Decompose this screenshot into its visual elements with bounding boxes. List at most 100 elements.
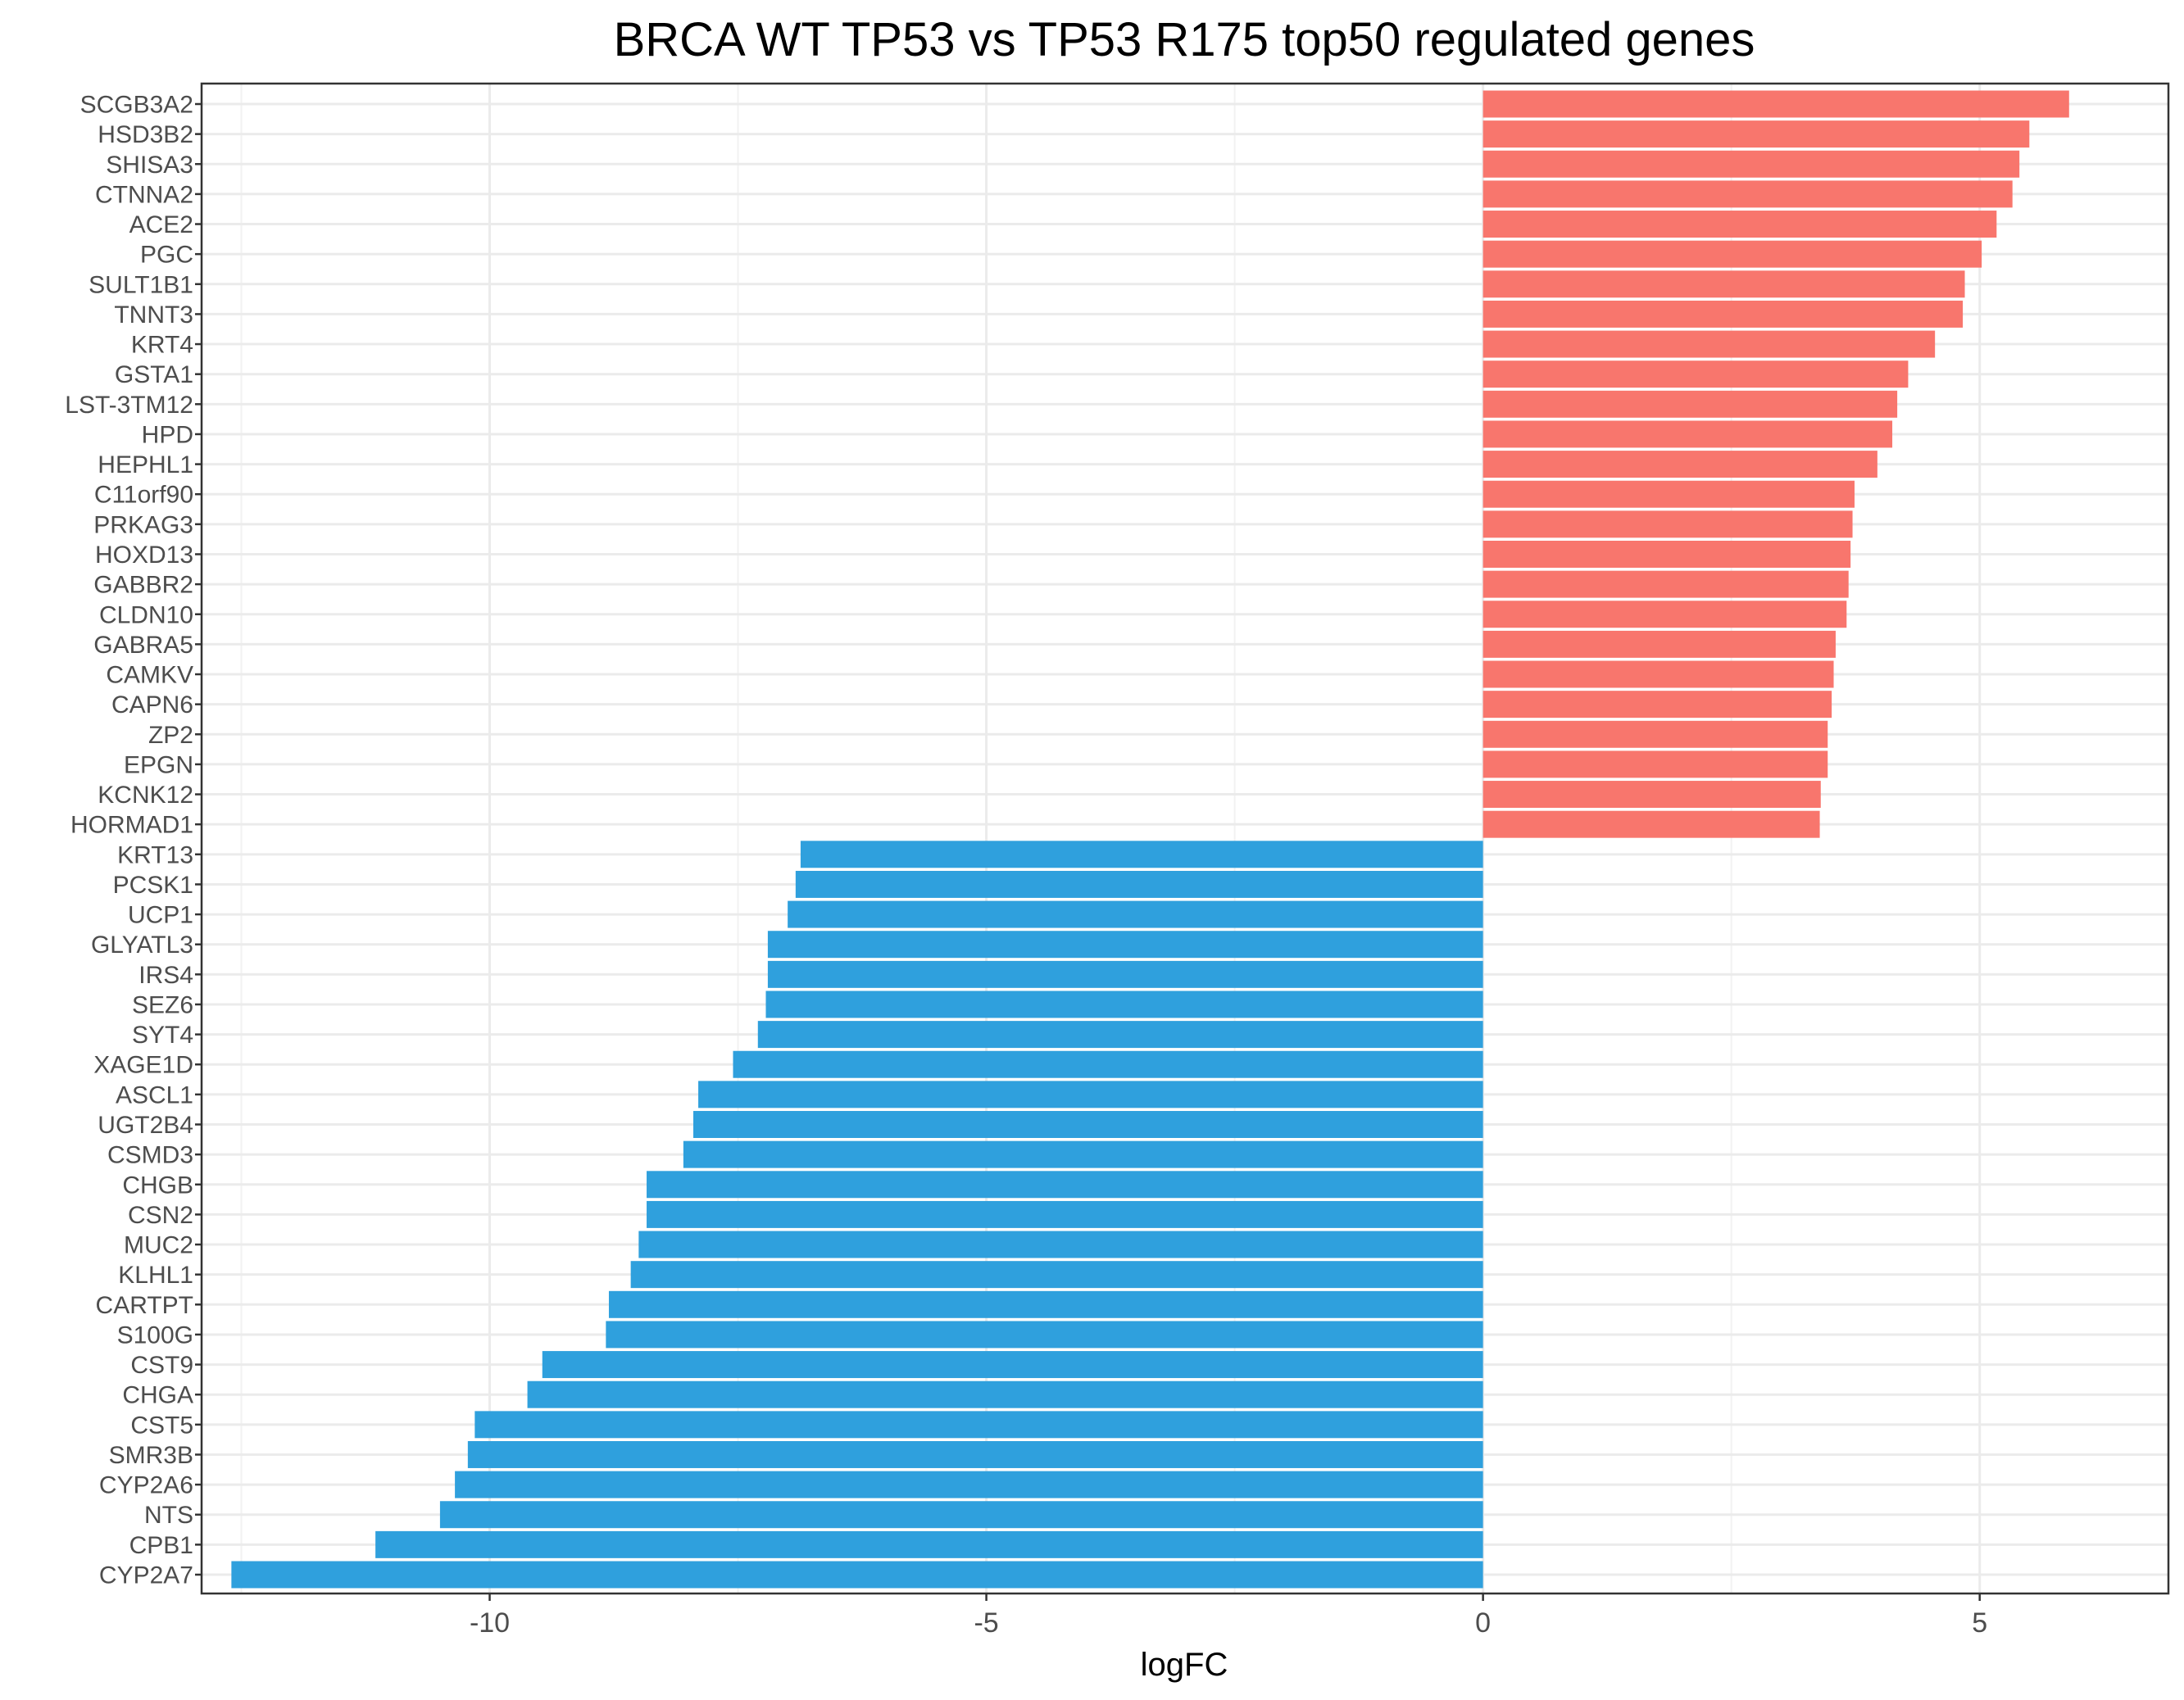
bar-ascl1 <box>698 1081 1483 1108</box>
bar-sult1b1 <box>1482 270 1965 298</box>
bar-gsta1 <box>1482 360 1909 388</box>
bar-glyatl3 <box>767 931 1483 959</box>
y-tick-label: CPB1 <box>129 1532 193 1559</box>
bar-sez6 <box>765 991 1483 1018</box>
y-tick-label: UGT2B4 <box>98 1112 193 1139</box>
panel-border <box>200 82 2170 1595</box>
y-tick-label: GSTA1 <box>115 361 193 388</box>
x-axis: -10 -5 0 5 <box>470 1593 1987 1639</box>
y-tick-label: ACE2 <box>129 211 193 238</box>
y-tick-label: PCSK1 <box>113 872 193 899</box>
bar-cst5 <box>474 1411 1483 1439</box>
bar-klhl1 <box>630 1261 1483 1289</box>
bar-capn6 <box>1482 691 1832 719</box>
bar-chga <box>527 1380 1483 1408</box>
bar-pcsk1 <box>795 870 1483 898</box>
bar-s100g <box>606 1321 1483 1349</box>
bar-pgc <box>1482 240 1982 268</box>
y-tick-label: PRKAG3 <box>93 511 193 538</box>
y-tick-label: SCGB3A2 <box>80 92 193 119</box>
bar-ugt2b4 <box>693 1111 1483 1138</box>
bar-csn2 <box>647 1200 1483 1228</box>
bar-nts <box>439 1501 1483 1529</box>
bar-ucp1 <box>788 900 1483 928</box>
y-tick-label: GABBR2 <box>93 572 193 599</box>
y-tick-label: HOXD13 <box>95 542 193 569</box>
y-tick-label: CAPN6 <box>111 691 193 719</box>
y-tick-label: EPGN <box>124 751 193 778</box>
y-tick-label: KCNK12 <box>98 782 193 809</box>
bar-cst9 <box>542 1351 1483 1379</box>
y-tick-label: C11orf90 <box>94 482 193 509</box>
y-tick-label: NTS <box>144 1502 193 1529</box>
bar-muc2 <box>638 1231 1483 1258</box>
y-tick-label: HORMAD1 <box>70 812 193 839</box>
bar-syt4 <box>757 1021 1483 1049</box>
chart-title: BRCA WT TP53 vs TP53 R175 top50 regulate… <box>614 13 1755 66</box>
bar-epgn <box>1482 750 1828 778</box>
bar-gabra5 <box>1482 630 1836 658</box>
bar-ace2 <box>1482 211 1997 238</box>
y-tick-label: CHGB <box>122 1172 193 1199</box>
y-tick-label: SHISA3 <box>106 152 193 179</box>
bar-hsd3b2 <box>1482 120 2030 148</box>
y-tick-label: HEPHL1 <box>98 451 193 478</box>
y-tick-label: TNNT3 <box>114 301 193 329</box>
y-tick-label: HPD <box>142 421 193 448</box>
bar-krt4 <box>1482 330 1936 358</box>
bar-ctnna2 <box>1482 180 2013 208</box>
x-tick-label: -5 <box>974 1607 998 1639</box>
bar-cldn10 <box>1482 601 1847 628</box>
y-tick-label: CAMKV <box>106 662 193 689</box>
bar-hormad1 <box>1482 810 1820 838</box>
bar-cyp2a7 <box>231 1561 1483 1589</box>
y-tick-label: LST-3TM12 <box>65 392 193 419</box>
bar-cartpt <box>608 1290 1483 1318</box>
y-tick-label: MUC2 <box>124 1232 193 1259</box>
y-tick-label: SYT4 <box>132 1022 193 1049</box>
y-tick-label: CST5 <box>130 1412 193 1439</box>
bar-c11orf90 <box>1482 480 1855 508</box>
y-tick-label: CLDN10 <box>99 601 193 628</box>
y-tick-label: SEZ6 <box>132 991 193 1018</box>
y-tick-label: SMR3B <box>109 1442 193 1469</box>
y-tick-label: PGC <box>140 242 193 269</box>
y-tick-label: KLHL1 <box>118 1262 193 1289</box>
bar-chgb <box>647 1171 1483 1199</box>
y-tick-label: S100G <box>117 1321 193 1349</box>
y-tick-label: XAGE1D <box>93 1052 193 1079</box>
bar-cyp2a6 <box>455 1471 1483 1498</box>
y-tick-label: SULT1B1 <box>89 271 193 298</box>
y-tick-label: GABRA5 <box>93 632 193 659</box>
bar-scgb3a2 <box>1482 90 2069 118</box>
y-tick-label: CTNNA2 <box>95 181 193 208</box>
bar-irs4 <box>767 960 1483 988</box>
y-tick-label: KRT4 <box>131 332 193 359</box>
bar-hephl1 <box>1482 451 1878 478</box>
bar-prkag3 <box>1482 510 1853 538</box>
y-tick-label: GLYATL3 <box>91 932 193 959</box>
bar-hpd <box>1482 420 1893 448</box>
bar-hoxd13 <box>1482 541 1851 568</box>
y-tick-label: CST9 <box>130 1352 193 1379</box>
bar-zp2 <box>1482 720 1828 748</box>
bar-smr3b <box>467 1440 1483 1468</box>
x-tick-label: -10 <box>470 1607 510 1639</box>
y-tick-label: CARTPT <box>96 1292 193 1319</box>
bar-lst-3tm12 <box>1482 390 1898 418</box>
y-tick-label: CSN2 <box>128 1202 193 1229</box>
bars <box>231 90 2069 1589</box>
bar-xage1d <box>733 1050 1483 1078</box>
y-tick-label: IRS4 <box>138 962 193 989</box>
y-tick-label: ZP2 <box>148 722 193 749</box>
bar-kcnk12 <box>1482 781 1821 809</box>
y-tick-label: CYP2A7 <box>99 1562 193 1589</box>
bar-camkv <box>1482 660 1834 688</box>
y-tick-label: CSMD3 <box>107 1142 193 1169</box>
y-tick-label: ASCL1 <box>116 1081 193 1108</box>
bar-cpb1 <box>375 1530 1483 1558</box>
y-tick-label: HSD3B2 <box>98 121 193 148</box>
y-tick-label: CHGA <box>122 1382 193 1409</box>
